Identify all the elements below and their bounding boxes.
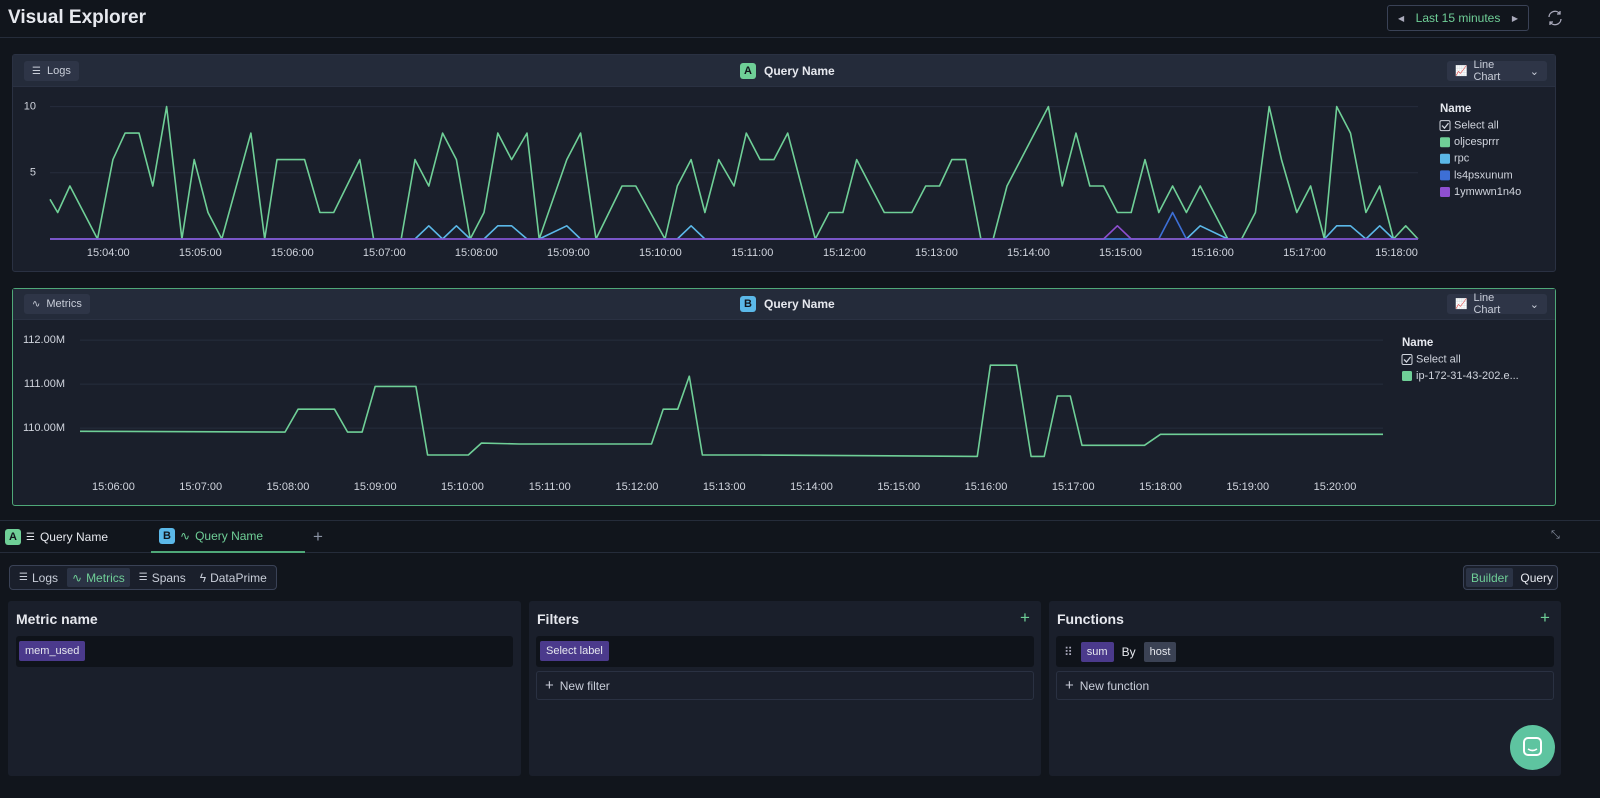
refresh-icon[interactable] <box>1546 9 1564 27</box>
query-name: Query Name <box>764 297 835 311</box>
tab-name: Query Name <box>195 529 264 543</box>
source-tab[interactable]: ☰ Spans <box>138 570 186 585</box>
source-label: Logs <box>46 65 71 77</box>
functions-card: Functions + ⠿ sum By host + New function <box>1049 601 1561 776</box>
query-badge: B <box>740 296 756 312</box>
panel-header: ☰ Logs A Query Name 📈 Line Chart ⌄ <box>13 55 1555 87</box>
tab-name: Query Name <box>39 530 108 544</box>
add-function-label: New function <box>1079 678 1150 693</box>
group-chip: host <box>1143 641 1177 662</box>
function-chip: sum <box>1080 641 1114 662</box>
mode-tab[interactable]: Query <box>1520 570 1554 585</box>
source-tab[interactable]: ϟ DataPrime <box>199 570 267 585</box>
source-tab-active[interactable]: ∿ Metrics <box>67 568 130 587</box>
tab-badge: B <box>159 528 175 544</box>
collapse-icon[interactable]: ⤡ <box>1551 529 1560 541</box>
add-icon[interactable]: + <box>1540 608 1550 627</box>
query-title: B Query Name <box>740 296 835 312</box>
panel-b: ∿ Metrics B Query Name 📈 Line Chart ⌄ <box>12 288 1556 506</box>
chart-type: Line Chart <box>1473 59 1501 83</box>
chat-icon <box>1523 737 1542 756</box>
source-tab-label: Metrics <box>86 570 125 585</box>
add-tab[interactable]: + <box>313 527 323 546</box>
query-tab-active[interactable]: B ∿ Query Name <box>151 521 305 553</box>
card-title: Metric name <box>16 611 98 627</box>
time-range: Last 15 minutes <box>1415 11 1501 25</box>
chart-type-select[interactable]: 📈 Line Chart ⌄ <box>1447 292 1547 316</box>
filter-field[interactable]: Select label <box>536 636 1034 667</box>
add-filter-label: New filter <box>559 678 610 693</box>
mode-tabs: Builder Query <box>1463 565 1558 590</box>
top-bar: Visual Explorer ◀ Last 15 minutes ▶ <box>0 0 1600 38</box>
source-tab-label: Spans <box>151 570 186 585</box>
query-name: Query Name <box>764 64 835 78</box>
source-label: Metrics <box>46 298 82 310</box>
query-badge: A <box>740 63 756 79</box>
drag-handle[interactable]: ⠿ <box>1064 644 1073 659</box>
add-icon[interactable]: + <box>1020 608 1030 627</box>
tab-badge: A <box>5 529 21 545</box>
source-button[interactable]: ☰ Logs <box>24 61 79 81</box>
time-range-picker[interactable]: ◀ Last 15 minutes ▶ <box>1387 5 1529 31</box>
chart-type-select[interactable]: 📈 Line Chart ⌄ <box>1447 59 1547 83</box>
mode-tab-active[interactable]: Builder <box>1466 568 1514 587</box>
metric-card: Metric name mem_used <box>8 601 521 776</box>
by-label: By <box>1121 644 1136 659</box>
query-tab[interactable]: A ☰ Query Name <box>5 529 108 545</box>
function-field[interactable]: ⠿ sum By host <box>1056 636 1554 667</box>
source-tab[interactable]: ☰ Logs <box>19 570 58 585</box>
add-filter[interactable]: + New filter <box>536 671 1034 700</box>
card-title: Filters <box>537 611 580 627</box>
add-function[interactable]: + New function <box>1056 671 1554 700</box>
metric-field[interactable]: mem_used <box>16 636 513 667</box>
source-tab-label: Logs <box>31 570 58 585</box>
chart-type: Line Chart <box>1473 292 1501 316</box>
query-tabs: A ☰ Query Name B ∿ Query Name + ⤡ <box>0 520 1600 553</box>
metric-chip: mem_used <box>19 641 86 661</box>
source-tabs: ☰ Logs ∿ Metrics ☰ Spans ϟ DataPrime <box>9 565 277 590</box>
filters-card: Filters + Select label + New filter <box>529 601 1041 776</box>
query-title: A Query Name <box>740 63 835 79</box>
filter-chip: Select label <box>540 641 609 661</box>
chat-button[interactable] <box>1510 725 1555 770</box>
panel-a: ☰ Logs A Query Name 📈 Line Chart ⌄ <box>12 54 1556 272</box>
card-title: Functions <box>1057 611 1124 627</box>
source-button[interactable]: ∿ Metrics <box>24 294 90 314</box>
panel-header: ∿ Metrics B Query Name 📈 Line Chart ⌄ <box>13 289 1555 320</box>
source-tab-label: DataPrime <box>210 570 267 585</box>
page-title: Visual Explorer <box>8 7 146 28</box>
